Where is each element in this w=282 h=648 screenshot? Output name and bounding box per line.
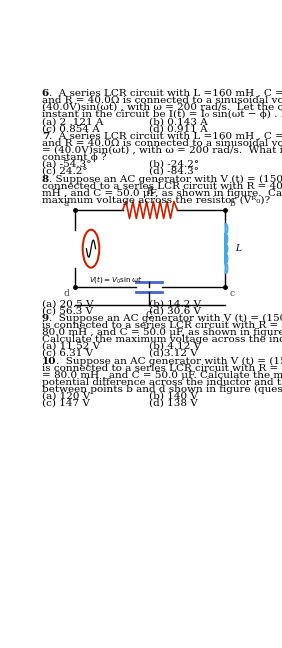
- Text: (d) 30.6 V: (d) 30.6 V: [149, 307, 201, 316]
- Text: (a) 11.52 V: (a) 11.52 V: [42, 341, 100, 351]
- Text: (d)3.12 V: (d)3.12 V: [149, 349, 198, 358]
- Text: connected to a series LCR circuit with R = 40.0 Ω, L = 80.0: connected to a series LCR circuit with R…: [42, 181, 282, 191]
- Text: is connected to a series LCR circuit with R = 40.0 Ω, L =: is connected to a series LCR circuit wit…: [42, 321, 282, 330]
- Text: (c) 56.3 V: (c) 56.3 V: [42, 307, 93, 316]
- Text: 9: 9: [42, 314, 49, 323]
- Text: 10: 10: [42, 356, 56, 365]
- Text: potential difference across the inductor and the capacitor: potential difference across the inductor…: [42, 378, 282, 387]
- Text: mH , and C = 50.0 μF, as shown in figure.  Calculate the: mH , and C = 50.0 μF, as shown in figure…: [42, 189, 282, 198]
- Text: $V(t)=V_0\sin\omega t$: $V(t)=V_0\sin\omega t$: [89, 273, 142, 284]
- Text: between points b and d shown in figure (question 8)?: between points b and d shown in figure (…: [42, 385, 282, 394]
- Text: (b) -24.2°: (b) -24.2°: [149, 159, 199, 168]
- Text: is connected to a series LCR circuit with R = 40.0 Ω, L: is connected to a series LCR circuit wit…: [42, 364, 282, 373]
- Text: (d) 0.911 A: (d) 0.911 A: [149, 124, 208, 133]
- Text: (a) 120 V: (a) 120 V: [42, 391, 90, 400]
- Text: = 80.0 mH , and C = 50.0 μF. Calculate the maximum: = 80.0 mH , and C = 50.0 μF. Calculate t…: [42, 371, 282, 380]
- Text: b: b: [229, 199, 235, 208]
- Text: L: L: [235, 244, 241, 253]
- Text: (b) 4.12 V: (b) 4.12 V: [149, 341, 201, 351]
- Text: maximum voltage across the resistor (Vᴿ₀)?: maximum voltage across the resistor (Vᴿ₀…: [42, 196, 270, 205]
- Text: .  A series LCR circuit with L =160 mH , C = 100 μ F,: . A series LCR circuit with L =160 mH , …: [49, 132, 282, 141]
- Text: (a) 2 .121 A: (a) 2 .121 A: [42, 117, 103, 126]
- Text: and R = 40.0Ω is connected to a sinusoidal voltage V (t): and R = 40.0Ω is connected to a sinusoid…: [42, 139, 282, 148]
- Text: 8: 8: [42, 174, 49, 183]
- Text: constant ϕ ?: constant ϕ ?: [42, 153, 106, 161]
- Text: d: d: [63, 289, 69, 298]
- Text: 7: 7: [42, 132, 49, 141]
- Text: 80.0 mH , and C = 50.0 μF, as shown in figure (question 8).: 80.0 mH , and C = 50.0 μF, as shown in f…: [42, 328, 282, 337]
- Text: Calculate the maximum voltage across the inductor (Vₗ₀)?: Calculate the maximum voltage across the…: [42, 335, 282, 344]
- Text: = (40.0V)sin(ωt) , with ω = 200 rad/s.  What is the phase: = (40.0V)sin(ωt) , with ω = 200 rad/s. W…: [42, 146, 282, 155]
- Text: (c) 0.854 A: (c) 0.854 A: [42, 124, 100, 133]
- Text: (a) -54.3°: (a) -54.3°: [42, 159, 91, 168]
- Text: a: a: [64, 199, 69, 208]
- Text: c: c: [229, 289, 234, 298]
- Text: (d) 138 V: (d) 138 V: [149, 399, 198, 408]
- Text: .  Suppose an AC generator with V (t) = (150V)sin(100t): . Suppose an AC generator with V (t) = (…: [49, 314, 282, 323]
- Text: (c) 147 V: (c) 147 V: [42, 399, 90, 408]
- Text: (c) 6.31 V: (c) 6.31 V: [42, 349, 93, 358]
- Text: (c) 24.2°: (c) 24.2°: [42, 167, 87, 176]
- Text: (b) 140 V: (b) 140 V: [149, 391, 198, 400]
- Text: 6: 6: [42, 89, 49, 98]
- Text: (b) 0.143 A: (b) 0.143 A: [149, 117, 208, 126]
- Text: . Suppose an AC generator with V (t) = (150V)sin(100t) is: . Suppose an AC generator with V (t) = (…: [49, 174, 282, 183]
- Text: .  Suppose an AC generator with V (t) = (150V)sin(100t): . Suppose an AC generator with V (t) = (…: [56, 356, 282, 366]
- Text: instant in the circuit be I(t) = I₀ sin(ωt − ϕ) . Find I₀?: instant in the circuit be I(t) = I₀ sin(…: [42, 110, 282, 119]
- Text: (a) 20.5 V: (a) 20.5 V: [42, 299, 93, 308]
- Text: .  A series LCR circuit with L =160 mH , C = 100 μ F,: . A series LCR circuit with L =160 mH , …: [49, 89, 282, 98]
- Text: and R = 40.0Ω is connected to a sinusoidal voltage V (t) =: and R = 40.0Ω is connected to a sinusoid…: [42, 96, 282, 105]
- Text: (40.0V)sin(ωt) , with ω = 200 rad/s.  Let the current at any: (40.0V)sin(ωt) , with ω = 200 rad/s. Let…: [42, 102, 282, 112]
- Text: C: C: [146, 311, 152, 320]
- Text: R: R: [147, 187, 153, 196]
- Text: (b) 14.2 V: (b) 14.2 V: [149, 299, 201, 308]
- Text: (d) -84.3°: (d) -84.3°: [149, 167, 199, 176]
